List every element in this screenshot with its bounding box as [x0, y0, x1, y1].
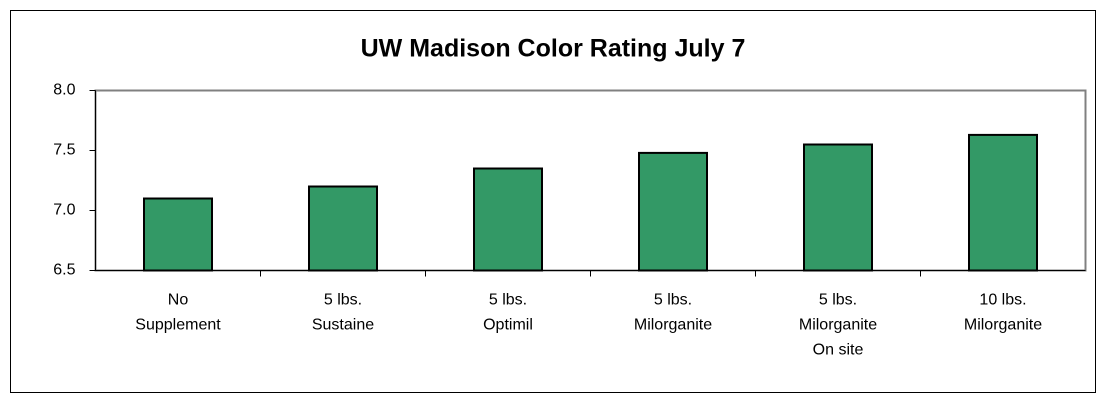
bar: [968, 133, 1038, 272]
x-tick-label: 5 lbs. Optimil: [483, 292, 533, 334]
bar: [803, 143, 873, 272]
x-tick-label: 10 lbs. Milorganite: [964, 292, 1042, 334]
bar: [473, 167, 543, 272]
x-tick-label: No Supplement: [135, 292, 221, 334]
plot-area: [94, 89, 1087, 272]
y-tick-label: 8.0: [53, 82, 75, 99]
chart-title: UW Madison Color Rating July 7: [361, 35, 746, 63]
x-tick-label: 5 lbs. Sustaine: [312, 292, 374, 334]
y-tick-label: 7.0: [53, 202, 75, 219]
y-tick-label: 7.5: [53, 142, 75, 159]
x-tick-label: 5 lbs. Milorganite On site: [799, 292, 877, 359]
x-tick-label: 5 lbs. Milorganite: [634, 292, 712, 334]
bar: [638, 151, 708, 272]
y-tick-label: 6.5: [53, 262, 75, 279]
bar: [308, 185, 378, 272]
chart-border: [10, 10, 1096, 393]
bar: [143, 197, 213, 272]
